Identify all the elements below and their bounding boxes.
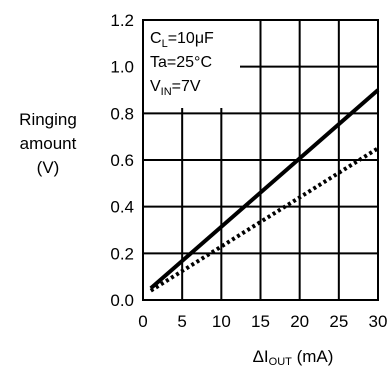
x-tick-label: 0 xyxy=(138,312,147,331)
annotation-background xyxy=(142,20,240,108)
y-axis-label: Ringing amount (V) xyxy=(19,110,77,177)
x-tick-label: 20 xyxy=(290,312,309,331)
y-tick-label: 0.8 xyxy=(110,104,134,123)
y-tick-labels: 0.0 0.2 0.4 0.6 0.8 1.0 1.2 xyxy=(110,11,134,310)
annotation-box: CL=10μF Ta=25°C VIN=7V xyxy=(150,30,214,98)
x-axis-label: ΔIOUT (mA) xyxy=(253,347,334,368)
y-tick-label: 1.0 xyxy=(110,58,134,77)
y-tick-label: 0.4 xyxy=(110,198,134,217)
x-tick-labels: 0 5 10 15 20 25 30 xyxy=(138,312,387,331)
y-axis-label-line: amount xyxy=(20,134,77,153)
y-tick-label: 0.6 xyxy=(110,151,134,170)
annotation-line: Ta=25°C xyxy=(150,54,212,71)
x-tick-label: 15 xyxy=(251,312,270,331)
x-tick-label: 5 xyxy=(177,312,186,331)
annotation-line: CL=10μF xyxy=(150,30,214,50)
series-group xyxy=(149,88,380,293)
y-axis-label-line: (V) xyxy=(37,158,60,177)
y-tick-label: 0.0 xyxy=(110,291,134,310)
series-line-dotted xyxy=(149,146,380,293)
y-axis-label-line: Ringing xyxy=(19,110,77,129)
plot-frame xyxy=(142,19,379,301)
y-tick-label: 0.2 xyxy=(110,244,134,263)
x-tick-label: 30 xyxy=(369,312,388,331)
y-tick-label: 1.2 xyxy=(110,11,134,30)
annotation-line: VIN=7V xyxy=(150,78,201,98)
x-tick-label: 10 xyxy=(212,312,231,331)
x-tick-label: 25 xyxy=(329,312,348,331)
series-line-solid xyxy=(149,88,380,290)
